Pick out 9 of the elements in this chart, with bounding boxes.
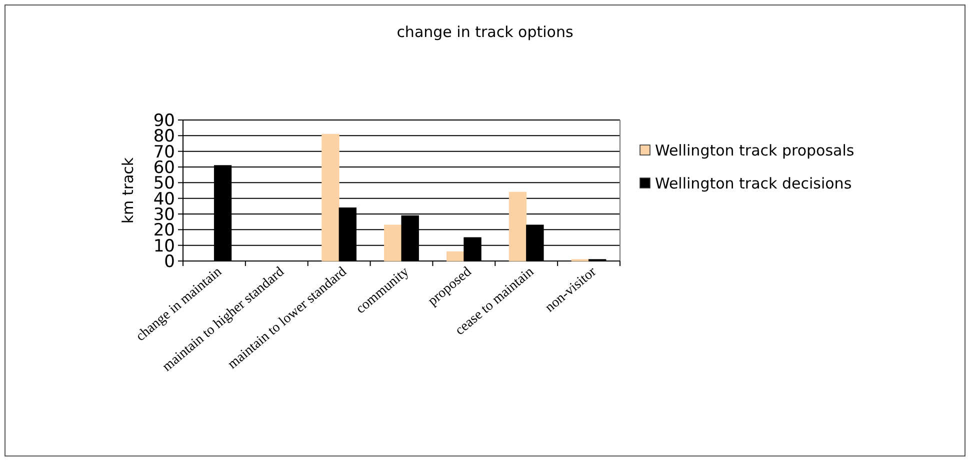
bar	[508, 192, 527, 262]
legend-label: Wellington track decisions	[655, 174, 852, 192]
legend-label: Wellington track proposals	[655, 141, 854, 160]
bar	[446, 251, 464, 262]
bar	[384, 224, 402, 262]
y-axis-title: km track	[119, 157, 137, 224]
y-tick-label: 0	[164, 252, 175, 272]
bar	[322, 134, 340, 262]
chart-title: change in track options	[396, 23, 574, 41]
